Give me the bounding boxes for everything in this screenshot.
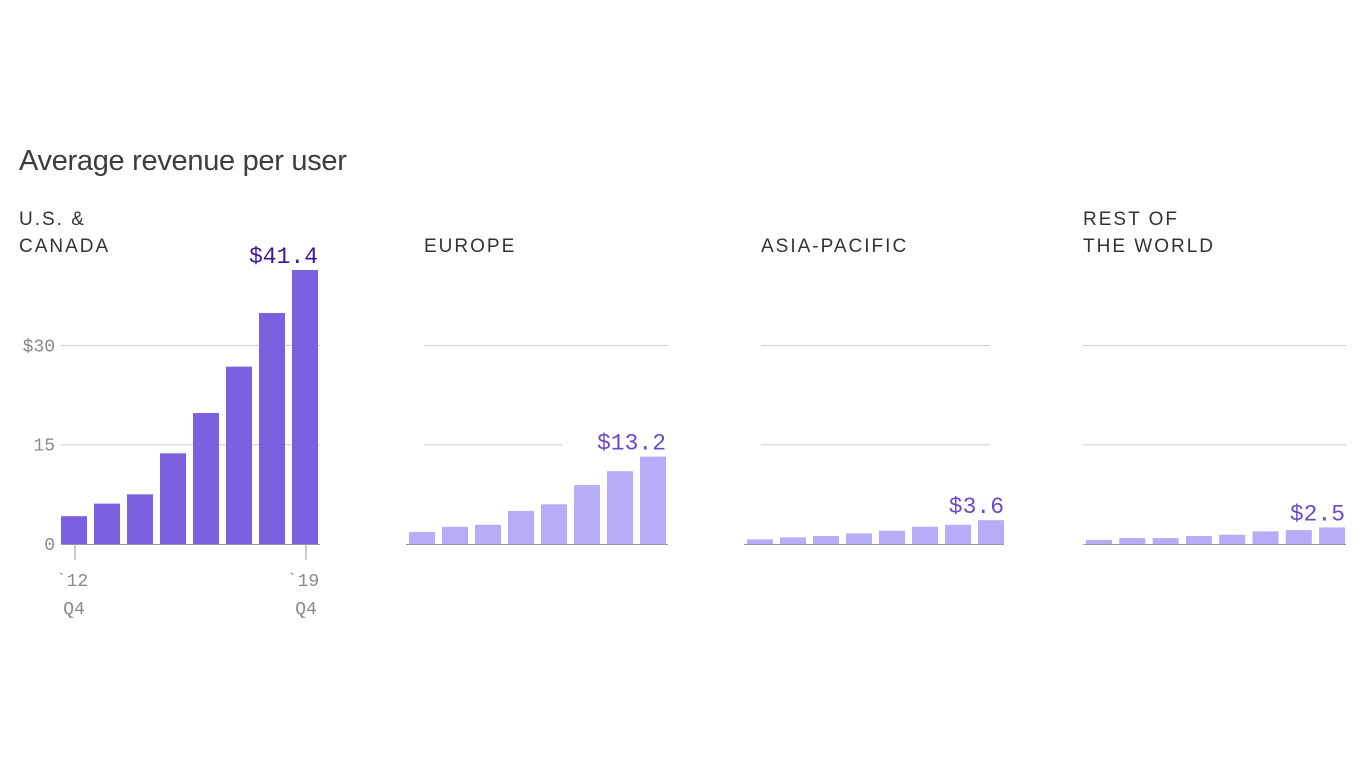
region-label-rest-of-world: REST OF THE WORLD [1083,209,1215,257]
asia-pacific-bar-0 [747,539,773,544]
asia-pacific-bar-2 [813,536,839,544]
rest-of-world-bar-3 [1185,536,1212,544]
rest-of-world-bar-6 [1285,530,1312,544]
xtick-start-year: `12 [56,572,88,592]
asia-pacific-bar-6 [945,524,971,544]
europe-bar-0 [409,532,435,544]
us-canada-bar-7 [292,270,318,544]
region-label-europe: EUROPE [424,236,517,257]
europe-value-label: $13.2 [597,431,666,457]
europe-bar-2 [475,524,501,544]
asia-pacific-value-label: $3.6 [949,494,1004,520]
asia-pacific-bar-4 [879,530,905,544]
rest-of-world-value-label: $2.5 [1290,501,1345,527]
region-label-us-canada: U.S. & CANADA [19,209,111,257]
us-canada-bar-4 [193,412,219,544]
europe-bar-1 [442,526,468,544]
xtick-end-year: `19 [287,572,319,592]
rest-of-world-bar-1 [1119,538,1146,544]
page-title: Average revenue per user [19,145,347,177]
rest-of-world-bar-5 [1252,531,1279,544]
asia-pacific-bar-5 [912,526,938,544]
us-canada-bar-3 [160,453,186,544]
europe-bar-7 [640,456,666,544]
europe-bar-5 [574,485,600,544]
asia-pacific-bar-1 [780,537,806,544]
rest-of-world-bar-7 [1319,527,1346,544]
rest-of-world-bar-0 [1086,540,1112,544]
europe-bar-6 [607,471,633,544]
region-label-asia-pacific: ASIA-PACIFIC [761,236,909,257]
us-canada-ytick-0: 0 [44,536,55,556]
us-canada-bar-1 [94,503,120,544]
europe-bar-4 [541,504,567,544]
xtick-start-quarter: Q4 [63,600,85,620]
xtick-end-quarter: Q4 [295,600,317,620]
asia-pacific-bar-3 [846,533,872,544]
us-canada-ytick-15: 15 [33,437,55,457]
asia-pacific-bar-7 [978,520,1004,544]
rest-of-world-bar-2 [1152,538,1179,544]
us-canada-ytick-30: $30 [23,337,55,357]
us-canada-bar-6 [259,313,285,544]
us-canada-bar-5 [226,366,252,544]
us-canada-value-label: $41.4 [249,244,318,270]
us-canada-bar-2 [127,494,153,544]
rest-of-world-bar-4 [1219,534,1246,544]
us-canada-bar-0 [61,516,87,544]
europe-bar-3 [508,510,534,544]
